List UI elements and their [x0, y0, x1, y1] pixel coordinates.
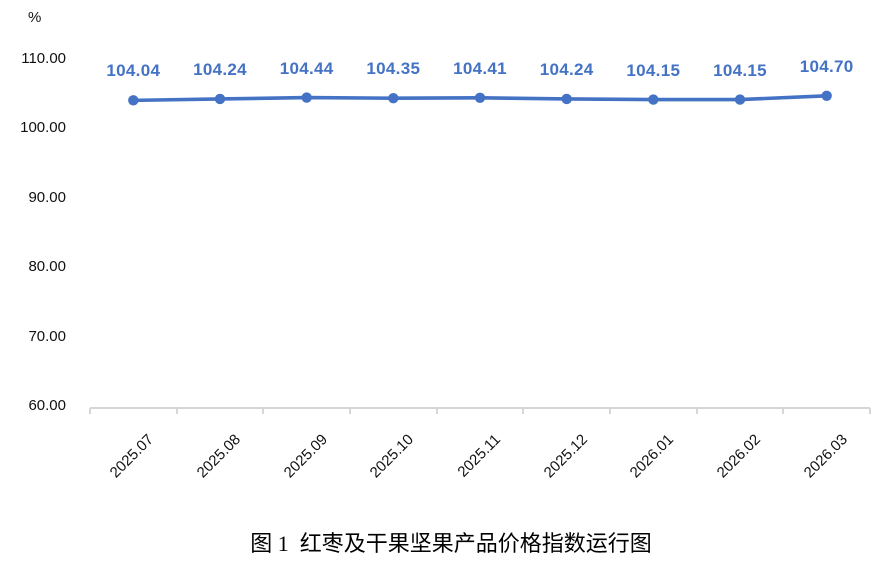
x-axis-tick-mark — [609, 408, 611, 414]
data-point-label: 104.35 — [366, 59, 421, 79]
x-axis-tick-mark — [262, 408, 265, 414]
data-point-marker — [388, 93, 399, 104]
data-point-label: 104.44 — [279, 58, 334, 78]
y-axis-tick-label: 70.00 — [28, 327, 66, 345]
x-axis-line — [90, 407, 870, 409]
data-point-marker — [301, 92, 312, 103]
data-point-marker — [214, 93, 226, 105]
y-axis-unit-label: % — [28, 9, 42, 26]
data-point-label: 104.41 — [453, 58, 507, 78]
data-point-label: 104.24 — [193, 59, 247, 79]
data-point-marker — [648, 94, 659, 105]
x-axis-tick-mark — [175, 408, 178, 414]
x-axis-tick-mark — [522, 408, 525, 414]
data-point-label: 104.24 — [539, 59, 594, 79]
data-point-marker — [821, 90, 832, 101]
data-point-label: 104.15 — [713, 60, 767, 80]
data-point-marker — [474, 92, 486, 103]
data-point-marker — [561, 93, 572, 105]
y-axis-tick-label: 100.00 — [20, 119, 66, 137]
data-point-label: 104.04 — [106, 61, 161, 81]
x-axis-tick-mark — [349, 408, 351, 414]
y-axis-tick-label: 60.00 — [28, 397, 66, 414]
figure-caption: 图 1 红枣及干果坚果产品价格指数运行图 — [250, 531, 652, 556]
x-axis-tick-mark — [782, 408, 785, 414]
data-point-marker — [128, 95, 139, 106]
x-axis-tick-mark — [89, 408, 91, 414]
x-axis-tick-mark — [435, 408, 438, 414]
data-point-label: 104.70 — [799, 56, 854, 76]
data-point-label: 104.15 — [626, 60, 681, 80]
data-point-marker — [734, 94, 746, 105]
x-axis-tick-mark — [869, 408, 871, 414]
x-axis-tick-mark — [695, 408, 698, 414]
y-axis-tick-label: 80.00 — [28, 258, 66, 276]
y-axis-tick-label: 90.00 — [28, 188, 66, 206]
y-axis-tick-label: 110.00 — [21, 50, 66, 67]
